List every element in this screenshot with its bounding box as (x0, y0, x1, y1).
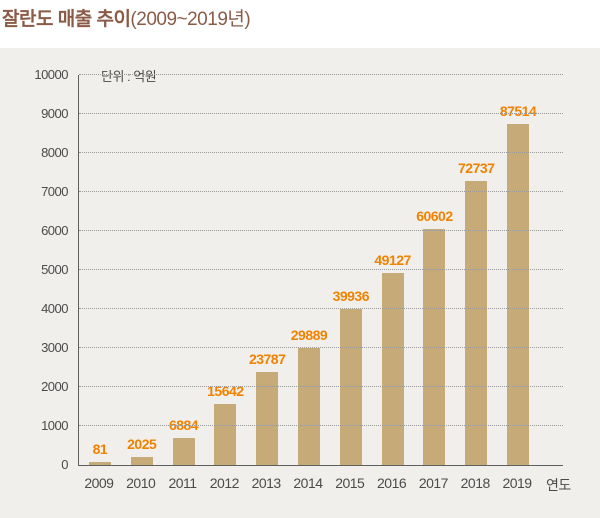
gridline-4000 (79, 308, 563, 309)
bar-2009 (88, 462, 111, 465)
page-title-range: (2009~2019년) (130, 9, 251, 30)
y-axis-tick-label: 10000 (34, 67, 68, 82)
x-axis-label-2015: 2015 (335, 475, 365, 491)
y-axis-tick-label: 5000 (41, 262, 68, 277)
y-axis-tick-label: 9000 (41, 106, 68, 121)
y-axis-tick-label: 3000 (41, 340, 68, 355)
bar-2019 (507, 123, 530, 465)
x-axis-label-2016: 2016 (377, 475, 407, 491)
y-axis-tick-label: 8000 (41, 145, 68, 160)
x-axis-title: 연도 (546, 477, 571, 493)
y-axis-tick-label: 7000 (41, 184, 68, 199)
bar-value-label: 72737 (458, 160, 495, 177)
chart-panel: 0 1000 2000 3000 4000 5000 6000 7000 8000 9000 100… (0, 48, 600, 518)
bar-2018 (465, 181, 488, 465)
bar-value-label: 23787 (248, 351, 286, 368)
bar-2013 (256, 372, 279, 465)
x-axis-label-2019: 2019 (502, 475, 532, 491)
bar-column-2017: 60602 (414, 208, 456, 465)
gridline-7000 (79, 191, 563, 192)
x-axis-label-2010: 2010 (126, 475, 156, 491)
gridline-3000 (79, 347, 563, 348)
bar-value-label: 39936 (332, 288, 370, 305)
gridline-2000 (79, 386, 563, 387)
y-axis-tick-label: 2000 (41, 379, 68, 394)
gridline-6000 (79, 230, 563, 231)
bar-column-2009: 81 (79, 441, 121, 465)
bar-column-2015: 39936 (330, 288, 372, 465)
gridline-5000 (79, 269, 563, 270)
bar-column-2014: 29889 (288, 327, 330, 465)
plot-area: 단위 : 억원 81 2025 6884 15642 23787 29889 39936 49… (78, 66, 563, 466)
bar-value-label: 81 (92, 441, 108, 457)
bar-column-2016: 49127 (372, 252, 414, 465)
page-title: 잘란도 매출 추이(2009~2019년) (2, 4, 251, 31)
unit-label: 단위 : 억원 (93, 66, 165, 85)
y-axis-tick-label: 4000 (41, 301, 68, 316)
gridline-1000 (79, 425, 563, 426)
bar-column-2012: 15642 (204, 383, 246, 465)
bar-value-label: 29889 (290, 327, 328, 344)
bar-column-2018: 72737 (455, 160, 497, 465)
bars: 81 2025 6884 15642 23787 29889 39936 49127 60602… (79, 75, 539, 465)
y-axis-tick-label: 1000 (41, 418, 68, 433)
bar-value-label: 60602 (416, 207, 453, 224)
bar-value-label: 2025 (127, 436, 157, 453)
y-axis: 0 1000 2000 3000 4000 5000 6000 7000 8000 9000 100… (0, 67, 68, 472)
bar-2012 (214, 404, 237, 465)
bar-column-2013: 23787 (246, 351, 288, 465)
bar-value-label: 49127 (374, 252, 411, 269)
y-axis-tick-label: 6000 (41, 223, 68, 238)
bar-value-label: 87514 (499, 102, 537, 119)
gridline-10000 (79, 74, 563, 75)
bar-2010 (130, 457, 153, 465)
x-axis-label-2014: 2014 (293, 475, 323, 491)
bar-value-label: 15642 (207, 383, 244, 399)
x-axis-label-2018: 2018 (460, 475, 491, 491)
gridline-8000 (79, 152, 563, 153)
bar-2015 (339, 309, 362, 465)
x-axis: 2009 2010 2011 2012 2013 2014 2015 2016 2017 2018… (78, 475, 571, 493)
bar-2011 (172, 438, 195, 465)
bar-column-2019: 87514 (497, 103, 539, 465)
gridline-9000 (79, 113, 563, 114)
x-axis-label-2013: 2013 (251, 475, 282, 491)
x-axis-label-2012: 2012 (209, 475, 240, 491)
bar-2017 (423, 228, 446, 465)
bar-2014 (297, 348, 320, 465)
bar-column-2010: 2025 (121, 436, 163, 465)
x-axis-label-2017: 2017 (418, 475, 449, 491)
y-axis-tick-label: 0 (61, 457, 68, 472)
x-axis-label-2011: 2011 (168, 475, 197, 491)
bar-2016 (381, 273, 404, 465)
page-title-main: 잘란도 매출 추이 (2, 9, 131, 30)
x-axis-label-2009: 2009 (84, 475, 114, 491)
